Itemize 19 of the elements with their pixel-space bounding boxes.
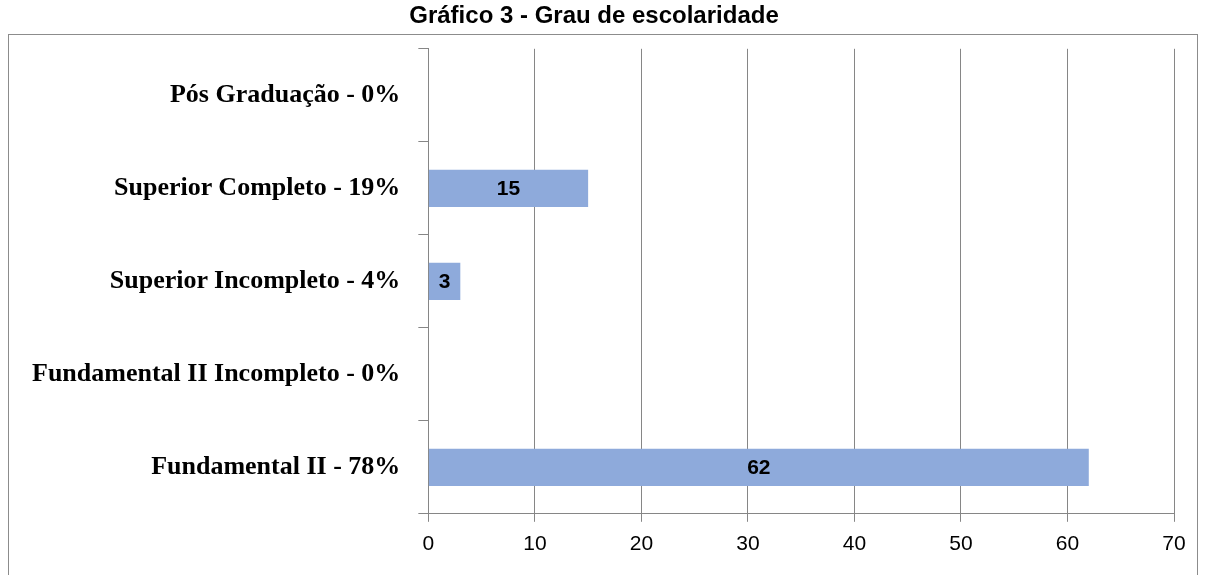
data-label: 62	[747, 455, 771, 479]
bar	[428, 169, 589, 207]
x-tick-label: 70	[1162, 531, 1186, 555]
x-tick-label: 0	[422, 531, 435, 555]
x-tick-label: 30	[736, 531, 760, 555]
bar	[428, 448, 1089, 486]
y-tick-label: Superior Incompleto - 4%	[109, 265, 401, 295]
x-tick-label: 50	[949, 531, 973, 555]
y-tick-label: Pós Graduação - 0%	[169, 79, 401, 109]
x-tick-label: 60	[1055, 531, 1080, 555]
x-tick-label: 40	[842, 531, 867, 555]
data-label: 15	[496, 176, 521, 200]
y-tick-label: Superior Completo - 19%	[114, 172, 401, 202]
x-tick-label: 20	[629, 531, 654, 555]
y-tick-label: Fundamental II Incompleto - 0%	[32, 358, 401, 388]
x-tick-label: 10	[523, 531, 547, 555]
data-label: 3	[438, 269, 451, 293]
y-tick-label: Fundamental II - 78%	[151, 451, 401, 481]
chart-title: Gráfico 3 - Grau de escolaridade	[409, 1, 779, 29]
